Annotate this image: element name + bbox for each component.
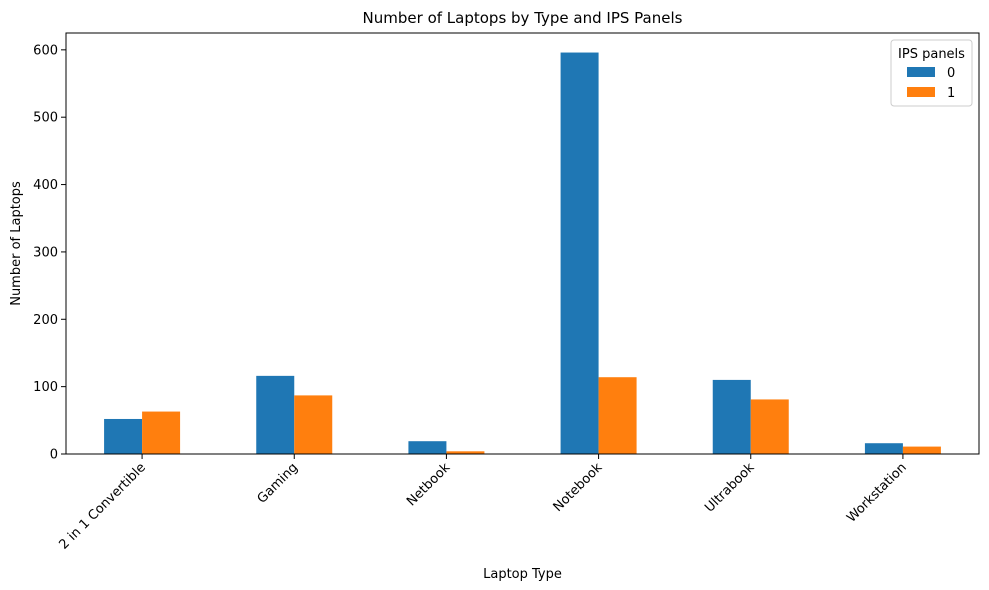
legend-label-series-1: 1 (947, 86, 955, 101)
x-axis-label: Laptop Type (483, 567, 562, 582)
legend-title: IPS panels (898, 47, 965, 62)
bars-group (104, 52, 941, 455)
bar-notebook-series-1 (598, 377, 637, 454)
bar-gaming-series-0 (256, 375, 295, 454)
y-tick-label: 400 (33, 178, 58, 193)
chart-title: Number of Laptops by Type and IPS Panels (363, 9, 683, 27)
bar-gaming-series-1 (294, 395, 333, 454)
y-tick-label: 0 (50, 448, 58, 463)
bar-workstation-series-1 (902, 446, 941, 454)
y-tick-label: 600 (33, 43, 58, 58)
y-axis-label: Number of Laptops (9, 181, 24, 306)
bar-notebook-series-0 (560, 52, 599, 455)
y-tick-label: 200 (33, 313, 58, 328)
bar-2-in-1-convertible-series-0 (104, 418, 143, 454)
bar-ultrabook-series-0 (712, 379, 751, 454)
legend-swatch-series-1 (907, 87, 935, 97)
y-tick-label: 300 (33, 245, 58, 260)
y-tick-label: 100 (33, 380, 58, 395)
bar-2-in-1-convertible-series-1 (142, 411, 181, 454)
bar-netbook-series-0 (408, 441, 447, 454)
legend-label-series-0: 0 (947, 66, 955, 81)
bar-ultrabook-series-1 (750, 399, 789, 454)
y-axis-ticks: 0 100 200 300 400 500 600 (33, 43, 66, 463)
plot-frame (65, 32, 980, 455)
legend-swatch-series-0 (907, 67, 935, 77)
legend: IPS panels 0 1 (890, 39, 973, 107)
bar-workstation-series-0 (864, 443, 903, 454)
bar-netbook-series-1 (446, 451, 485, 454)
y-tick-label: 500 (33, 111, 58, 126)
